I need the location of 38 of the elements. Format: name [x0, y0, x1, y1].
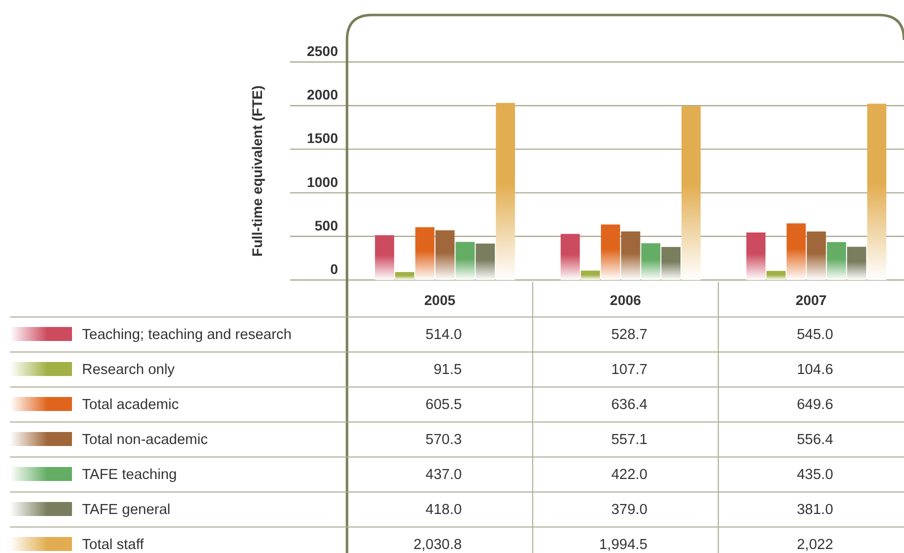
legend-label: TAFE general [82, 502, 170, 518]
data-label: 435.0 [796, 467, 834, 483]
data-label: 437.0 [426, 467, 462, 483]
data-label: 605.5 [426, 397, 462, 413]
data-label: 545.0 [796, 327, 834, 343]
legend-label: Research only [82, 362, 176, 378]
data-label: 379.0 [611, 502, 648, 518]
data-label: 107.7 [611, 362, 648, 378]
y-axis-title: Full-time equivalent (FTE) [249, 85, 265, 257]
y-tick-label: 1000 [306, 174, 338, 190]
data-label: 418.0 [426, 502, 462, 518]
x-tick-label: 2006 [610, 292, 642, 308]
legend-label: TAFE teaching [82, 467, 177, 483]
y-tick-label: 2000 [306, 86, 338, 103]
data-label: 570.3 [426, 432, 462, 448]
legend-label: Total academic [82, 397, 179, 413]
y-tick-label: 1500 [306, 130, 338, 146]
data-label: 2,022 [796, 537, 834, 553]
data-label: 1,994.5 [599, 537, 648, 553]
data-label: 2,030.8 [413, 537, 462, 553]
y-tick-label: 500 [314, 217, 338, 234]
legend-label: Total non-academic [82, 432, 208, 448]
y-tick-label: 0 [330, 261, 338, 277]
legend-label: Teaching; teaching and research [82, 327, 292, 343]
data-label: 91.5 [434, 362, 462, 378]
data-label: 514.0 [426, 327, 462, 343]
data-label: 422.0 [611, 467, 648, 483]
data-label: 528.7 [611, 327, 648, 343]
data-label: 636.4 [611, 397, 648, 413]
legend-label: Total staff [82, 537, 145, 553]
x-tick-label: 2007 [796, 292, 827, 308]
data-label: 649.6 [796, 397, 834, 413]
data-label: 104.6 [796, 362, 834, 378]
data-label: 556.4 [796, 432, 834, 448]
y-tick-label: 2500 [306, 43, 338, 59]
x-tick-label: 2005 [424, 292, 456, 308]
data-label: 381.0 [796, 502, 834, 518]
data-label: 557.1 [611, 432, 648, 448]
